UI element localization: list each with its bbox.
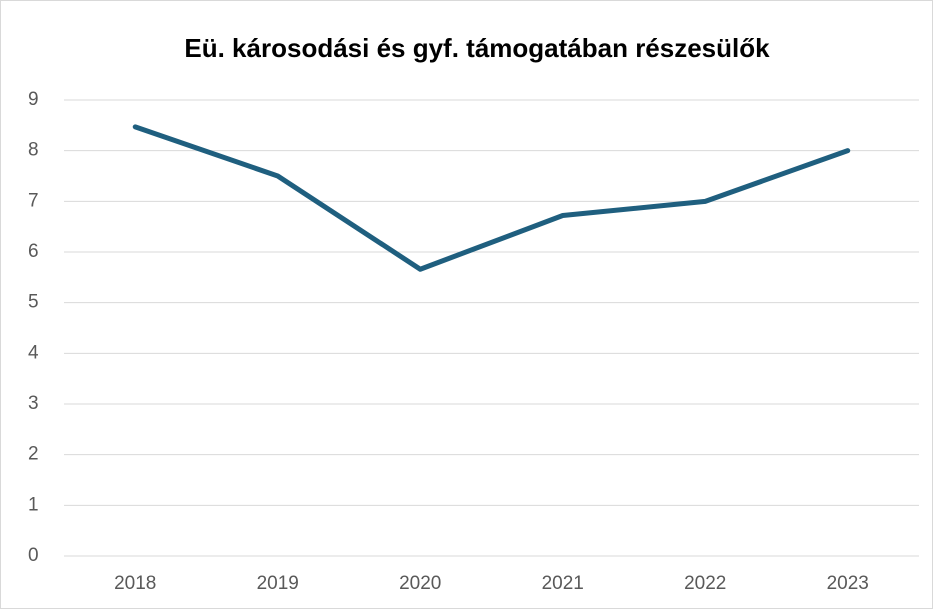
y-tick-label: 4	[28, 342, 39, 363]
x-tick-label: 2022	[684, 573, 726, 594]
y-tick-label: 3	[28, 393, 39, 414]
y-tick-label: 5	[28, 292, 39, 313]
y-tick-label: 1	[28, 494, 39, 515]
x-tick-label: 2020	[399, 573, 441, 594]
x-tick-label: 2021	[542, 573, 584, 594]
x-tick-label: 2018	[114, 573, 156, 594]
chart-title: Eü. károsodási és gyf. támogatában része…	[184, 33, 770, 63]
x-tick-label: 2019	[257, 573, 299, 594]
y-tick-label: 2	[28, 444, 39, 465]
y-tick-label: 6	[28, 241, 39, 262]
x-tick-label: 2023	[827, 573, 869, 594]
y-tick-label: 8	[28, 140, 39, 161]
y-tick-label: 9	[28, 89, 39, 110]
data-line	[132, 124, 851, 272]
y-tick-label: 0	[28, 545, 39, 566]
y-tick-label: 7	[28, 190, 39, 211]
